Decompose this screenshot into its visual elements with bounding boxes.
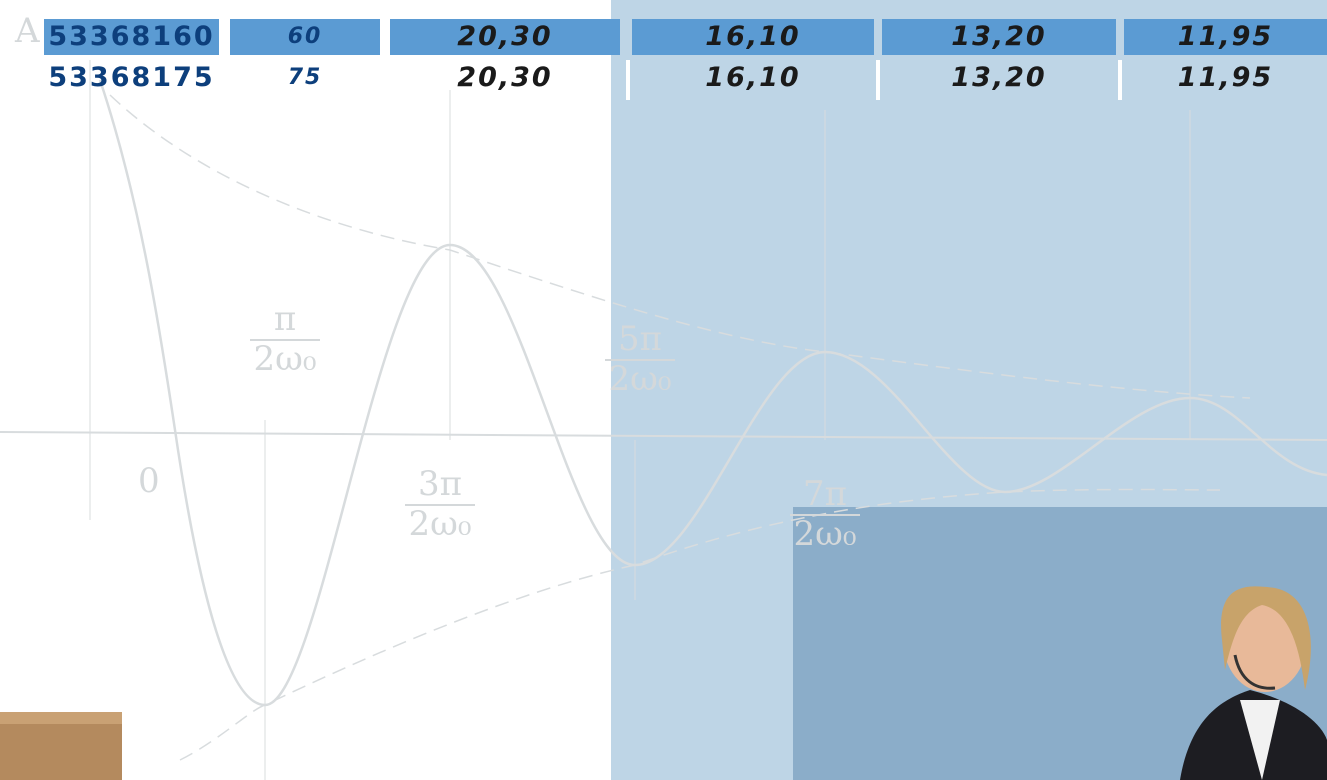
price: 13,20 — [951, 62, 1047, 93]
collar — [1240, 700, 1280, 780]
fraction-num: 5π — [618, 319, 662, 359]
envelope — [179, 488, 1221, 761]
figure-label: 0 — [138, 461, 160, 501]
envelope — [109, 94, 1251, 399]
price: 20,30 — [457, 62, 553, 93]
price: 13,20 — [882, 19, 1116, 55]
fraction-den: 2ω₀ — [254, 339, 317, 379]
box-top — [0, 712, 122, 724]
figure-label: A — [14, 11, 40, 51]
quantity: 75 — [287, 65, 323, 90]
fraction-num: π — [274, 299, 296, 339]
price: 11,95 — [1177, 62, 1274, 93]
fraction-den: 2ω₀ — [609, 359, 672, 399]
wave-figure — [0, 60, 1327, 780]
price: 20,30 — [390, 19, 620, 55]
quantity: 60 — [230, 19, 380, 55]
price: 16,10 — [705, 62, 801, 93]
fraction-num: 3π — [418, 464, 462, 504]
fraction-num: 7π — [803, 474, 847, 514]
price: 11,95 — [1124, 19, 1327, 55]
price: 16,10 — [632, 19, 874, 55]
operator-photo — [1180, 586, 1327, 780]
fraction-den: 2ω₀ — [409, 504, 472, 544]
headset — [1233, 654, 1276, 690]
hair — [1221, 586, 1311, 690]
box-photo — [0, 712, 122, 780]
article-number: 53368175 — [48, 62, 215, 93]
article-number: 53368160 — [44, 19, 219, 55]
wave-curve — [98, 79, 1327, 707]
fraction-den: 2ω₀ — [794, 514, 857, 554]
